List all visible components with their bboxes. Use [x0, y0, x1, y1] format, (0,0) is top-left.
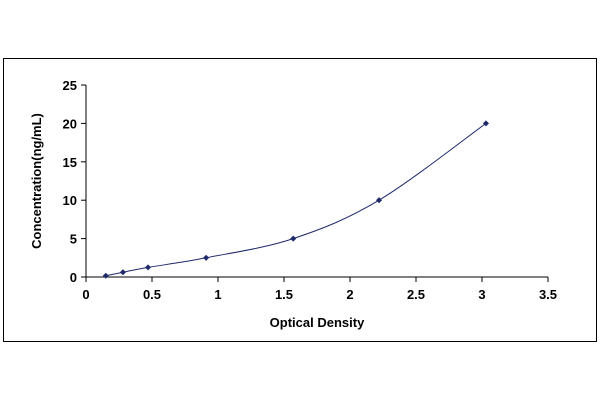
- data-point: [102, 272, 109, 279]
- y-tick-label: 5: [70, 232, 77, 247]
- axes: [85, 85, 548, 278]
- data-point: [482, 120, 489, 127]
- x-tick-label: 3: [478, 287, 485, 302]
- data-point: [119, 269, 126, 276]
- data-point: [290, 235, 297, 242]
- chart-frame: 0 0.5 1 1.5 2 2.5 3 3.5 0 5 10 15 20 25 Optical Dens…: [3, 58, 597, 342]
- x-tick-label: 3.5: [539, 287, 557, 302]
- x-axis-title: Optical Density: [270, 315, 365, 330]
- y-tick-label: 20: [63, 116, 77, 131]
- standard-curve-chart: 0 0.5 1 1.5 2 2.5 3 3.5 0 5 10 15 20 25 Optical Dens…: [29, 78, 557, 330]
- x-tick-label: 1.5: [275, 287, 293, 302]
- y-tick-label: 25: [63, 78, 77, 93]
- y-tick-label: 15: [63, 155, 77, 170]
- x-tick-label: 0.5: [143, 287, 161, 302]
- y-tick-label: 0: [70, 270, 77, 285]
- fit-curve: [105, 122, 487, 277]
- data-point: [376, 197, 383, 204]
- x-ticks: 0 0.5 1 1.5 2 2.5 3 3.5: [82, 277, 557, 302]
- data-points: [102, 120, 489, 279]
- x-tick-label: 1: [214, 287, 221, 302]
- data-point: [145, 264, 152, 271]
- x-tick-label: 2.5: [407, 287, 425, 302]
- x-tick-label: 2: [346, 287, 353, 302]
- data-point: [203, 254, 210, 261]
- x-tick-label: 0: [82, 287, 89, 302]
- y-axis-title: Concentration(ng/mL): [29, 113, 44, 249]
- y-tick-label: 10: [63, 193, 77, 208]
- y-ticks: 0 5 10 15 20 25: [63, 78, 86, 285]
